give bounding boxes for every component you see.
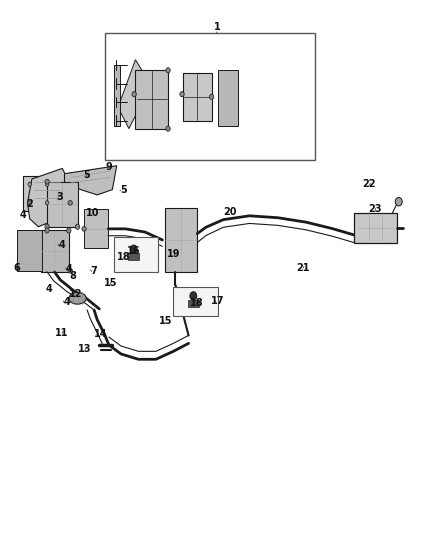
Ellipse shape xyxy=(132,92,136,97)
Text: 12: 12 xyxy=(69,289,82,299)
Text: 1: 1 xyxy=(213,22,220,32)
Ellipse shape xyxy=(68,268,72,273)
Polygon shape xyxy=(28,168,69,227)
Text: 20: 20 xyxy=(223,207,237,217)
Ellipse shape xyxy=(28,201,32,205)
Ellipse shape xyxy=(166,68,170,73)
Ellipse shape xyxy=(46,201,49,205)
Text: 22: 22 xyxy=(362,179,376,189)
Text: 3: 3 xyxy=(57,191,64,201)
Text: 10: 10 xyxy=(86,208,99,219)
Text: 4: 4 xyxy=(64,297,70,307)
Polygon shape xyxy=(118,60,142,128)
Polygon shape xyxy=(218,70,238,126)
Polygon shape xyxy=(114,65,120,126)
Text: 17: 17 xyxy=(212,296,225,306)
Text: 23: 23 xyxy=(368,204,381,214)
Text: 21: 21 xyxy=(296,263,309,272)
Ellipse shape xyxy=(180,92,184,97)
Ellipse shape xyxy=(130,245,137,254)
Polygon shape xyxy=(84,209,108,248)
Text: 4: 4 xyxy=(65,264,72,274)
Ellipse shape xyxy=(46,182,49,187)
Text: 19: 19 xyxy=(166,249,180,260)
Text: 15: 15 xyxy=(159,316,172,326)
Polygon shape xyxy=(47,182,78,227)
Ellipse shape xyxy=(68,200,72,205)
Text: 4: 4 xyxy=(46,284,53,294)
Ellipse shape xyxy=(82,227,86,231)
Bar xyxy=(173,287,218,316)
Text: 13: 13 xyxy=(78,344,92,354)
Bar xyxy=(105,33,315,160)
Polygon shape xyxy=(135,70,168,128)
Polygon shape xyxy=(23,176,53,211)
Text: 15: 15 xyxy=(103,278,117,288)
Text: 6: 6 xyxy=(13,263,20,272)
Text: 18: 18 xyxy=(117,252,131,262)
Text: 4: 4 xyxy=(20,209,27,220)
Ellipse shape xyxy=(209,94,214,100)
Polygon shape xyxy=(17,230,42,271)
Polygon shape xyxy=(184,73,212,120)
Text: 14: 14 xyxy=(94,329,107,340)
Ellipse shape xyxy=(67,228,71,233)
Text: 2: 2 xyxy=(26,199,33,209)
Ellipse shape xyxy=(28,182,32,187)
Text: 4: 4 xyxy=(59,240,66,251)
Polygon shape xyxy=(165,208,197,272)
Text: 5: 5 xyxy=(120,184,127,195)
Ellipse shape xyxy=(190,292,197,300)
Ellipse shape xyxy=(45,228,49,233)
Ellipse shape xyxy=(45,179,49,184)
Polygon shape xyxy=(128,253,139,260)
Ellipse shape xyxy=(166,126,170,131)
Ellipse shape xyxy=(75,224,80,229)
Polygon shape xyxy=(64,166,117,195)
Text: 18: 18 xyxy=(190,297,203,308)
Text: 7: 7 xyxy=(90,266,97,276)
Ellipse shape xyxy=(45,224,49,229)
Text: 11: 11 xyxy=(55,328,68,338)
Polygon shape xyxy=(354,213,396,243)
Bar xyxy=(114,237,158,272)
Text: 5: 5 xyxy=(83,171,90,180)
Polygon shape xyxy=(188,300,198,306)
Ellipse shape xyxy=(395,197,402,206)
Ellipse shape xyxy=(69,293,86,304)
Polygon shape xyxy=(41,230,69,272)
Text: 16: 16 xyxy=(127,246,140,256)
Text: 9: 9 xyxy=(106,162,113,172)
Text: 8: 8 xyxy=(70,271,77,280)
